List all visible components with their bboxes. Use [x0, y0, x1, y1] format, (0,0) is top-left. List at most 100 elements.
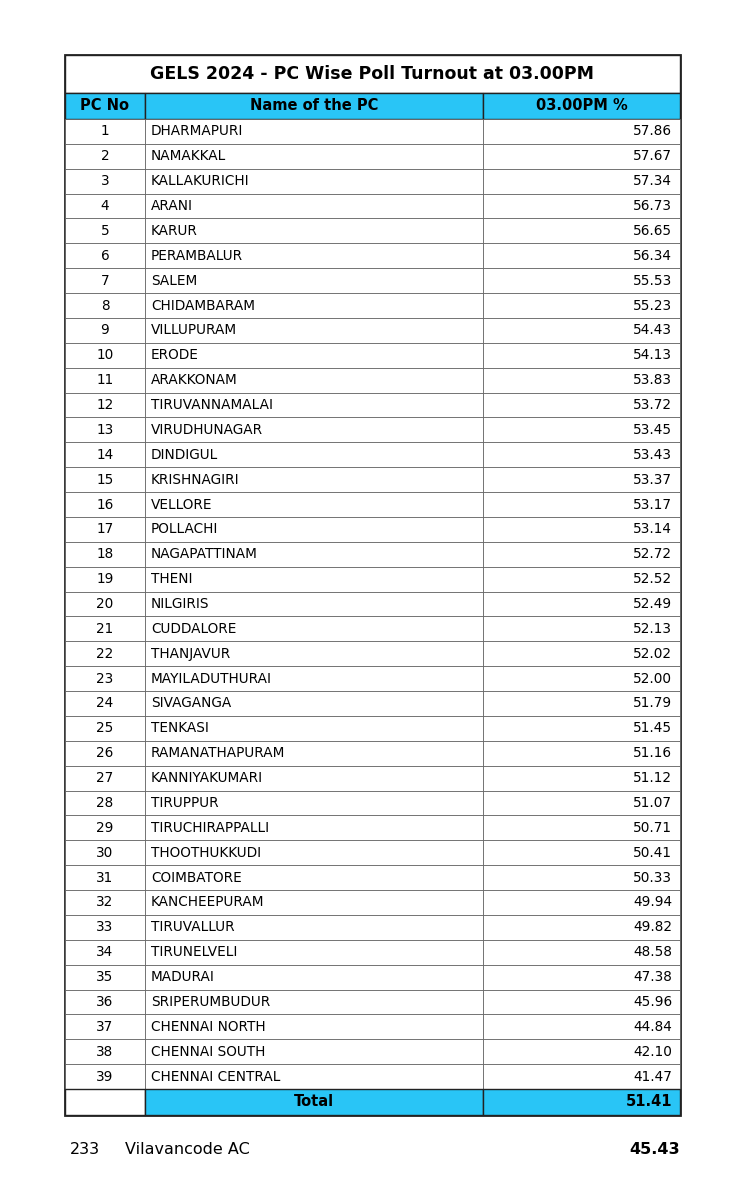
Text: 21: 21: [96, 622, 113, 636]
Bar: [65, 691, 145, 716]
Bar: [484, 467, 680, 492]
Bar: [65, 293, 145, 318]
Bar: [65, 55, 680, 1115]
Text: 11: 11: [96, 373, 113, 388]
Text: 7: 7: [101, 274, 109, 288]
Bar: [484, 169, 680, 193]
Text: DHARMAPURI: DHARMAPURI: [151, 125, 244, 138]
Bar: [484, 766, 680, 791]
Text: MADURAI: MADURAI: [151, 970, 215, 984]
Text: 5: 5: [101, 224, 110, 238]
Bar: [65, 269, 145, 293]
Bar: [65, 914, 145, 940]
Text: 52.49: 52.49: [633, 596, 672, 611]
Text: SIVAGANGA: SIVAGANGA: [151, 696, 231, 710]
Text: 52.00: 52.00: [633, 672, 672, 685]
Bar: [65, 641, 145, 666]
Text: 30: 30: [96, 846, 113, 859]
Bar: [145, 517, 484, 542]
Text: CHENNAI NORTH: CHENNAI NORTH: [151, 1020, 266, 1034]
Bar: [145, 691, 484, 716]
Text: 22: 22: [96, 647, 113, 661]
Text: 16: 16: [96, 498, 113, 511]
Text: CHENNAI SOUTH: CHENNAI SOUTH: [151, 1045, 265, 1058]
Bar: [65, 1014, 145, 1039]
Text: 28: 28: [96, 796, 113, 810]
Text: 53.43: 53.43: [633, 448, 672, 462]
Bar: [65, 865, 145, 890]
Text: 57.86: 57.86: [633, 125, 672, 138]
Text: 57.67: 57.67: [633, 149, 672, 163]
Text: 49.82: 49.82: [633, 920, 672, 935]
Bar: [145, 1039, 484, 1064]
Text: 52.13: 52.13: [633, 622, 672, 636]
Bar: [65, 443, 145, 467]
Text: COIMBATORE: COIMBATORE: [151, 870, 241, 884]
Bar: [65, 716, 145, 740]
Bar: [484, 990, 680, 1014]
Text: KANNIYAKUMARI: KANNIYAKUMARI: [151, 772, 263, 785]
Bar: [65, 816, 145, 840]
Bar: [145, 816, 484, 840]
Bar: [145, 92, 484, 119]
Bar: [484, 890, 680, 914]
Text: ERODE: ERODE: [151, 348, 199, 362]
Text: 51.16: 51.16: [633, 746, 672, 761]
Text: 51.45: 51.45: [633, 721, 672, 736]
Text: GELS 2024 - PC Wise Poll Turnout at 03.00PM: GELS 2024 - PC Wise Poll Turnout at 03.0…: [150, 65, 595, 83]
Bar: [65, 392, 145, 418]
Text: CHIDAMBARAM: CHIDAMBARAM: [151, 299, 255, 312]
Text: KALLAKURICHI: KALLAKURICHI: [151, 174, 250, 188]
Text: TENKASI: TENKASI: [151, 721, 209, 736]
Bar: [484, 517, 680, 542]
Bar: [65, 343, 145, 367]
Bar: [145, 443, 484, 467]
Text: 13: 13: [96, 422, 113, 437]
Text: 233: 233: [70, 1142, 100, 1158]
Text: 12: 12: [96, 398, 113, 412]
Text: 45.43: 45.43: [629, 1142, 680, 1158]
Text: POLLACHI: POLLACHI: [151, 522, 219, 536]
Bar: [65, 965, 145, 990]
Text: 19: 19: [96, 572, 113, 586]
Text: KARUR: KARUR: [151, 224, 198, 238]
Text: TIRUCHIRAPPALLI: TIRUCHIRAPPALLI: [151, 821, 269, 835]
Bar: [145, 293, 484, 318]
Bar: [65, 55, 680, 92]
Text: ARAKKONAM: ARAKKONAM: [151, 373, 238, 388]
Bar: [145, 193, 484, 218]
Bar: [145, 218, 484, 244]
Text: 50.33: 50.33: [633, 870, 672, 884]
Text: 52.52: 52.52: [633, 572, 672, 586]
Bar: [484, 691, 680, 716]
Bar: [65, 492, 145, 517]
Bar: [65, 791, 145, 816]
Bar: [145, 1064, 484, 1090]
Text: 23: 23: [96, 672, 113, 685]
Text: 33: 33: [96, 920, 113, 935]
Text: 51.12: 51.12: [633, 772, 672, 785]
Text: 41.47: 41.47: [633, 1069, 672, 1084]
Bar: [484, 1064, 680, 1090]
Bar: [65, 840, 145, 865]
Text: 34: 34: [96, 946, 113, 959]
Bar: [484, 144, 680, 169]
Text: 8: 8: [101, 299, 109, 312]
Text: 9: 9: [101, 324, 110, 337]
Text: 3: 3: [101, 174, 109, 188]
Text: PERAMBALUR: PERAMBALUR: [151, 248, 243, 263]
Text: 39: 39: [96, 1069, 113, 1084]
Bar: [65, 1090, 145, 1115]
Bar: [65, 418, 145, 443]
Bar: [484, 293, 680, 318]
Bar: [65, 318, 145, 343]
Text: 51.79: 51.79: [633, 696, 672, 710]
Bar: [145, 169, 484, 193]
Bar: [145, 367, 484, 392]
Bar: [484, 592, 680, 617]
Bar: [65, 1064, 145, 1090]
Text: Vilavancode AC: Vilavancode AC: [125, 1142, 250, 1158]
Bar: [484, 566, 680, 592]
Text: KANCHEEPURAM: KANCHEEPURAM: [151, 895, 264, 910]
Text: 42.10: 42.10: [633, 1045, 672, 1058]
